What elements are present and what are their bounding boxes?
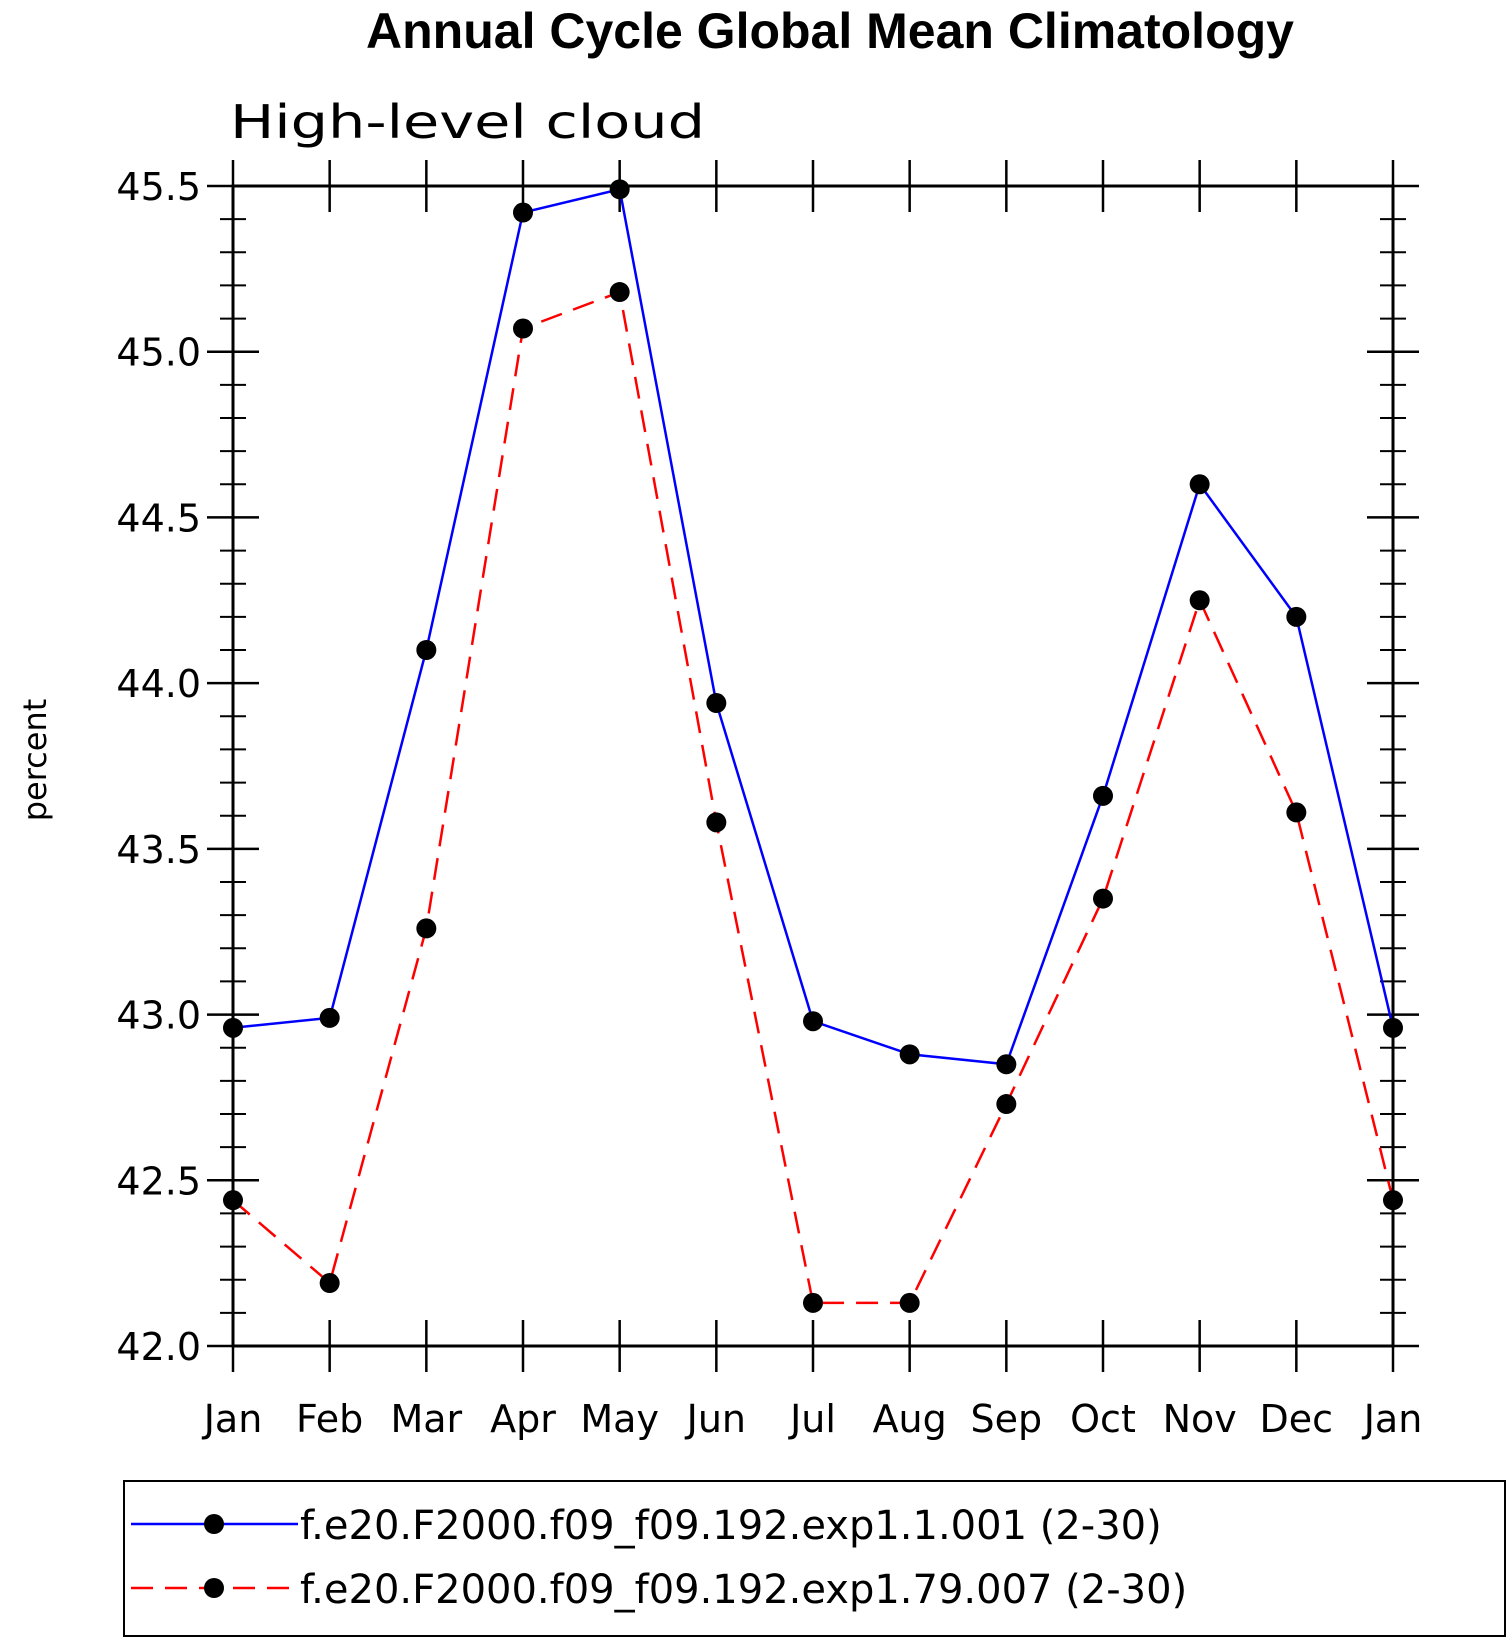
x-tick-label: May [580,1397,659,1441]
chart-subtitle: High-level cloud [230,95,705,149]
y-tick-label: 42.0 [116,1325,201,1369]
series-2-point [1189,590,1210,611]
series-line-1 [232,187,1395,1066]
y-tick-label: 43.5 [116,828,201,872]
legend-entries: f.e20.F2000.f09_f09.192.exp1.1.001 (2-30… [131,1503,1187,1613]
series-1-point [1383,1017,1403,1038]
y-tick-label: 45.5 [116,165,201,209]
series-1-point [803,1011,823,1032]
y-tick-label: 45.0 [116,331,201,375]
y-tick-label: 44.0 [116,662,201,706]
minor-ticks [220,218,1406,1314]
series-1-point [899,1044,920,1065]
x-tick-label: Jun [685,1397,746,1441]
y-tick-label: 43.0 [116,994,201,1038]
plot-frame [231,184,1395,1348]
series-2-point [899,1292,920,1313]
x-tick-label: Sep [971,1397,1043,1441]
legend-box [123,1480,1506,1637]
x-tick-label: Mar [390,1397,462,1441]
series-1-point [1093,785,1113,806]
series-2-point [513,318,533,339]
series-line-2 [232,290,1395,1305]
series-2-point [996,1094,1017,1115]
series-1-point [1286,606,1307,627]
y-tick-label: 42.5 [116,1159,201,1203]
series-2-point [319,1273,340,1294]
legend: f.e20.F2000.f09_f09.192.exp1.1.001 (2-30… [123,1480,1506,1637]
y-tick-labels: 42.0 42.5 43.0 43.5 44.0 44.5 45.0 45.5 [116,165,201,1369]
series-2-point [1383,1190,1403,1211]
series-2-point [803,1292,823,1313]
series-1-point [1189,474,1210,495]
legend-marker-2 [204,1578,224,1598]
y-tick-label: 44.5 [116,496,201,540]
series-1-point [319,1007,340,1028]
series-2-point [706,812,727,833]
series-2-point [609,282,630,303]
series-1-point [223,1017,243,1038]
x-tick-label: Feb [296,1397,363,1441]
legend-label-1: f.e20.F2000.f09_f09.192.exp1.1.001 (2-30… [300,1503,1162,1549]
x-tick-label: Apr [490,1397,556,1441]
series-layer [223,179,1403,1313]
series-1-point [416,640,437,660]
series-1-point [513,202,533,223]
legend-label-2: f.e20.F2000.f09_f09.192.exp1.79.007 (2-3… [300,1567,1187,1613]
series-1-point [609,179,630,200]
x-tick-label: Dec [1260,1397,1334,1441]
series-1-point [706,693,727,714]
x-tick-label: Oct [1070,1397,1136,1441]
x-tick-label: Aug [873,1397,947,1441]
series-2-point [1286,802,1307,823]
x-tick-label: Jan [1362,1397,1423,1441]
series-2-point [1093,888,1113,909]
x-tick-label: Jul [788,1397,836,1441]
chart-title: Annual Cycle Global Mean Climatology [366,3,1294,59]
x-tick-label: Nov [1163,1397,1237,1441]
y-axis-label: percent [16,699,54,822]
major-ticks [207,160,1419,1372]
series-2-point [416,918,437,939]
x-tick-label: Jan [202,1397,263,1441]
x-tick-labels: Jan Feb Mar Apr May Jun Jul Aug Sep Oct Nov Dec Jan [202,1397,1423,1441]
series-1-point [996,1054,1017,1075]
legend-marker-1 [204,1514,224,1534]
series-2-point [223,1190,243,1211]
